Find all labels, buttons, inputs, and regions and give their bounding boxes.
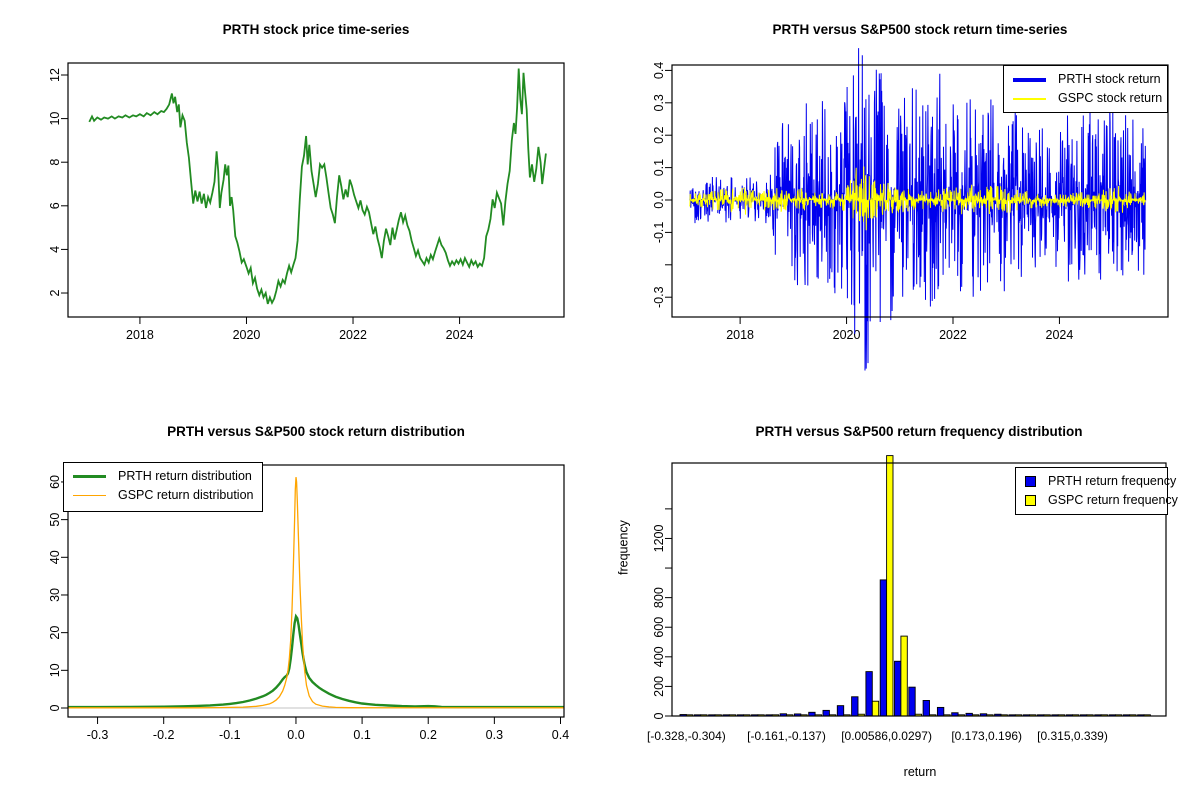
svg-text:8: 8 [48, 159, 62, 166]
svg-text:2: 2 [48, 289, 62, 296]
svg-text:10: 10 [48, 112, 62, 126]
svg-text:2020: 2020 [233, 328, 261, 342]
gspc-return-line-swatch [1013, 97, 1046, 100]
svg-text:0.3: 0.3 [486, 728, 503, 742]
legend-label: GSPC return frequency [1048, 493, 1178, 507]
svg-text:4: 4 [48, 246, 62, 253]
legend-label: GSPC return distribution [118, 488, 254, 502]
svg-text:0.3: 0.3 [652, 94, 666, 111]
svg-text:-0.1: -0.1 [219, 728, 241, 742]
density-legend: PRTH return distribution GSPC return dis… [63, 462, 263, 512]
legend-label: PRTH return distribution [118, 469, 252, 483]
svg-text:2018: 2018 [126, 328, 154, 342]
freq-legend: PRTH return frequency GSPC return freque… [1015, 467, 1178, 515]
svg-text:60: 60 [48, 475, 62, 489]
svg-text:[0.173,0.196): [0.173,0.196) [951, 729, 1022, 743]
svg-text:40: 40 [48, 550, 62, 564]
returns-chart-title: PRTH versus S&P500 stock return time-ser… [772, 22, 1068, 37]
legend-item-prth-density: PRTH return distribution [73, 467, 262, 486]
svg-text:2024: 2024 [446, 328, 474, 342]
svg-text:50: 50 [48, 513, 62, 527]
freq-chart-title: PRTH versus S&P500 return frequency dist… [755, 424, 1083, 439]
svg-text:6: 6 [48, 202, 62, 209]
legend-item-gspc-freq: GSPC return frequency [1025, 491, 1178, 510]
svg-text:[-0.161,-0.137): [-0.161,-0.137) [747, 729, 826, 743]
svg-text:[0.315,0.339): [0.315,0.339) [1037, 729, 1108, 743]
legend-item-gspc-density: GSPC return distribution [73, 486, 262, 505]
legend-label: PRTH stock return [1058, 72, 1161, 86]
legend-label: PRTH return frequency [1048, 474, 1177, 488]
svg-text:[-0.328,-0.304): [-0.328,-0.304) [647, 729, 726, 743]
svg-text:0.0: 0.0 [287, 728, 304, 742]
svg-text:0.1: 0.1 [353, 728, 370, 742]
svg-text:200: 200 [652, 676, 666, 697]
legend-item-prth-freq: PRTH return frequency [1025, 472, 1176, 491]
svg-text:800: 800 [652, 587, 666, 608]
svg-text:2018: 2018 [726, 328, 754, 342]
freq-x-axis-label: return [903, 765, 937, 779]
svg-text:12: 12 [48, 68, 62, 82]
svg-text:2022: 2022 [339, 328, 367, 342]
price-chart-title: PRTH stock price time-series [222, 22, 410, 37]
svg-text:-0.3: -0.3 [87, 728, 109, 742]
svg-text:-0.3: -0.3 [652, 286, 666, 308]
svg-text:10: 10 [48, 663, 62, 677]
legend-item-gspc-return: GSPC stock return [1013, 89, 1167, 108]
prth-return-line-swatch [1013, 77, 1046, 82]
svg-text:-0.2: -0.2 [153, 728, 175, 742]
svg-text:20: 20 [48, 626, 62, 640]
svg-text:400: 400 [652, 646, 666, 667]
legend-label: GSPC stock return [1058, 91, 1163, 105]
svg-text:2022: 2022 [939, 328, 967, 342]
svg-text:0.1: 0.1 [652, 159, 666, 176]
freq-y-axis-label: frequency [616, 520, 631, 575]
svg-text:0.2: 0.2 [652, 126, 666, 143]
svg-text:-0.1: -0.1 [652, 222, 666, 244]
svg-text:0: 0 [652, 712, 666, 719]
svg-text:2020: 2020 [833, 328, 861, 342]
svg-text:0: 0 [48, 704, 62, 711]
prth-freq-box-swatch [1025, 476, 1036, 487]
density-chart-title: PRTH versus S&P500 stock return distribu… [167, 424, 465, 439]
svg-text:0.0: 0.0 [652, 191, 666, 208]
gspc-freq-box-swatch [1025, 495, 1036, 506]
svg-text:0.4: 0.4 [652, 62, 666, 79]
svg-text:0.4: 0.4 [552, 728, 569, 742]
svg-text:600: 600 [652, 617, 666, 638]
svg-text:2024: 2024 [1046, 328, 1074, 342]
returns-legend: PRTH stock return GSPC stock return [1003, 65, 1168, 113]
svg-text:1200: 1200 [652, 525, 666, 553]
svg-text:30: 30 [48, 588, 62, 602]
legend-item-prth-return: PRTH stock return [1013, 70, 1167, 89]
svg-text:0.2: 0.2 [420, 728, 437, 742]
svg-text:[0.00586,0.0297): [0.00586,0.0297) [841, 729, 932, 743]
prth-density-line-swatch [73, 474, 106, 479]
gspc-density-line-swatch [73, 494, 106, 497]
